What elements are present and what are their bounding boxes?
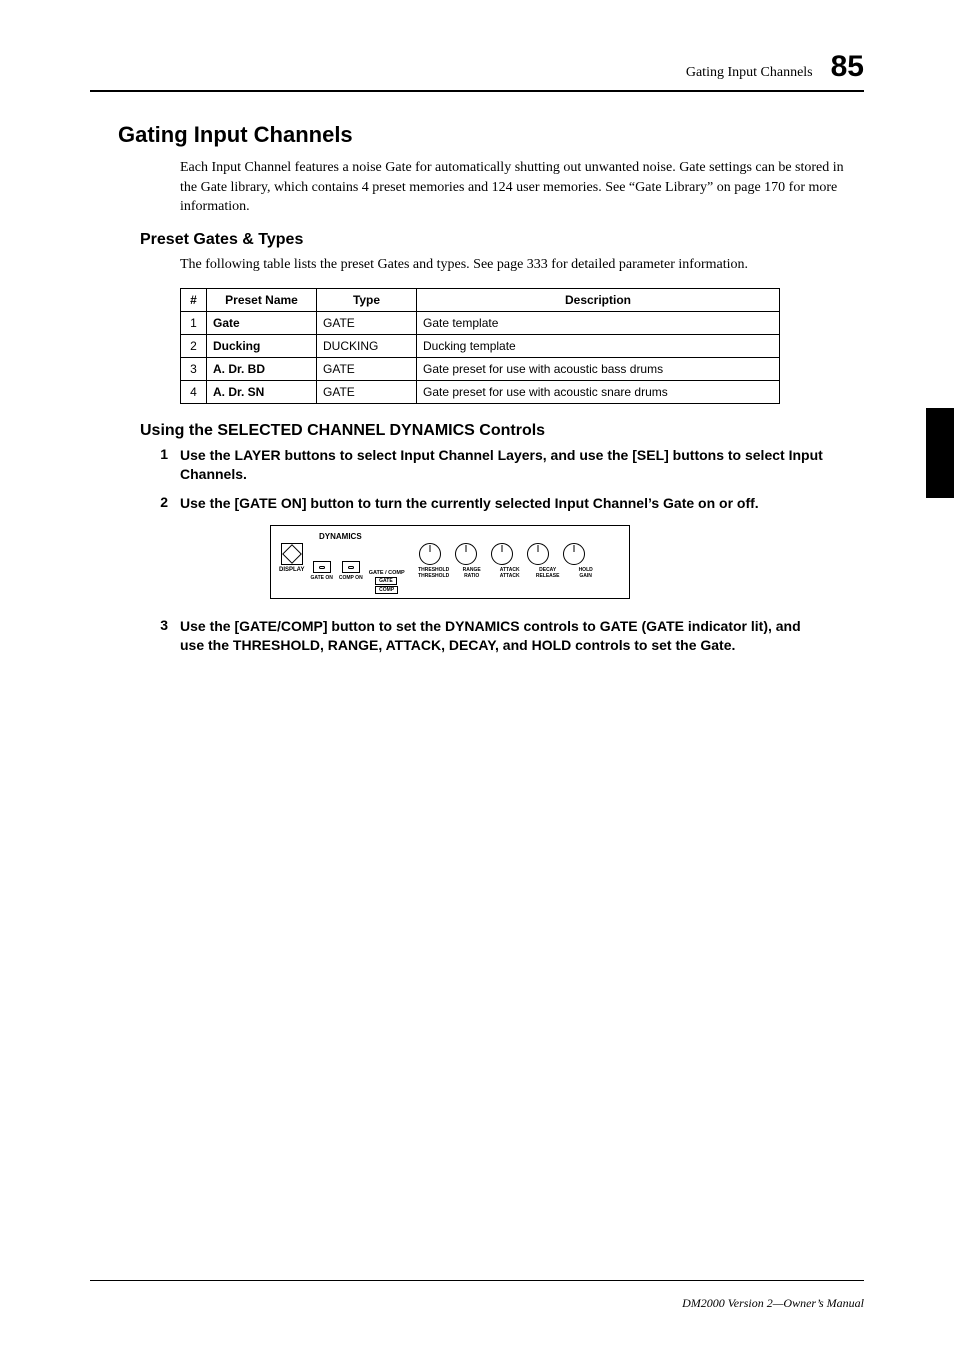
page: Gating Input Channels 85 Gating Input Ch… — [0, 0, 954, 1351]
cell-desc: Gate template — [417, 312, 780, 335]
panel-title: DYNAMICS — [319, 532, 621, 541]
step-number: 2 — [150, 494, 180, 513]
controls-heading: Using the SELECTED CHANNEL DYNAMICS Cont… — [140, 422, 864, 440]
cell-num: 4 — [181, 381, 207, 404]
display-button-icon — [281, 543, 303, 565]
comp-on-button-icon — [342, 561, 360, 573]
cell-num: 3 — [181, 358, 207, 381]
footer-text: DM2000 Version 2—Owner’s Manual — [682, 1296, 864, 1311]
cell-num: 1 — [181, 312, 207, 335]
step-3: 3 Use the [GATE/COMP] button to set the … — [150, 617, 864, 655]
parameter-knobs: THRESHOLD RANGE ATTACK DECAY HOLD THRESH… — [415, 543, 605, 579]
param-threshold2: THRESHOLD — [415, 573, 453, 579]
running-header: Gating Input Channels 85 — [90, 50, 864, 92]
param-release: RELEASE — [529, 573, 567, 579]
range-knob-icon — [455, 543, 477, 565]
cell-name: Gate — [207, 312, 317, 335]
preset-table: # Preset Name Type Description 1 Gate GA… — [180, 288, 780, 404]
table-row: 2 Ducking DUCKING Ducking template — [181, 335, 780, 358]
hold-knob-icon — [563, 543, 585, 565]
table-row: 4 A. Dr. SN GATE Gate preset for use wit… — [181, 381, 780, 404]
comp-on-label: COMP ON — [339, 575, 363, 581]
step-2: 2 Use the [GATE ON] button to turn the c… — [150, 494, 864, 513]
display-button-block: DISPLAY — [279, 543, 304, 573]
preset-heading: Preset Gates & Types — [140, 231, 864, 249]
cell-name: A. Dr. BD — [207, 358, 317, 381]
gate-on-button-block: GATE ON — [310, 561, 332, 581]
cell-name: A. Dr. SN — [207, 381, 317, 404]
page-title: Gating Input Channels — [118, 122, 864, 148]
cell-desc: Ducking template — [417, 335, 780, 358]
header-section-title: Gating Input Channels — [686, 65, 813, 81]
cell-desc: Gate preset for use with acoustic bass d… — [417, 358, 780, 381]
footer-rule — [90, 1280, 864, 1281]
comp-row-label: COMP — [375, 586, 398, 594]
dynamics-panel-figure: DYNAMICS DISPLAY GATE ON COMP ON GATE / … — [270, 525, 630, 599]
param-ratio: RATIO — [453, 573, 491, 579]
table-row: 1 Gate GATE Gate template — [181, 312, 780, 335]
threshold-knob-icon — [419, 543, 441, 565]
preset-paragraph: The following table lists the preset Gat… — [180, 255, 864, 275]
gate-comp-label: GATE / COMP — [369, 570, 405, 576]
gate-on-label: GATE ON — [310, 575, 332, 581]
gate-comp-block: GATE / COMP GATE COMP — [369, 547, 405, 594]
gate-on-button-icon — [313, 561, 331, 573]
step-number: 3 — [150, 617, 180, 655]
param-gain: GAIN — [567, 573, 605, 579]
page-number: 85 — [831, 50, 864, 84]
step-text: Use the [GATE ON] button to turn the cur… — [180, 494, 864, 513]
cell-num: 2 — [181, 335, 207, 358]
display-label: DISPLAY — [279, 567, 304, 573]
step-number: 1 — [150, 446, 180, 484]
step-text: Use the [GATE/COMP] button to set the DY… — [180, 617, 864, 655]
col-description: Description — [417, 289, 780, 312]
col-num: # — [181, 289, 207, 312]
gate-row-label: GATE — [375, 577, 397, 585]
cell-name: Ducking — [207, 335, 317, 358]
step-1: 1 Use the LAYER buttons to select Input … — [150, 446, 864, 484]
cell-type: GATE — [317, 312, 417, 335]
step-text: Use the LAYER buttons to select Input Ch… — [180, 446, 864, 484]
intro-paragraph: Each Input Channel features a noise Gate… — [180, 158, 864, 217]
col-type: Type — [317, 289, 417, 312]
table-row: 3 A. Dr. BD GATE Gate preset for use wit… — [181, 358, 780, 381]
chapter-tab — [926, 408, 954, 498]
comp-on-button-block: COMP ON — [339, 561, 363, 581]
param-attack2: ATTACK — [491, 573, 529, 579]
cell-type: GATE — [317, 358, 417, 381]
cell-type: GATE — [317, 381, 417, 404]
attack-knob-icon — [491, 543, 513, 565]
cell-desc: Gate preset for use with acoustic snare … — [417, 381, 780, 404]
table-header-row: # Preset Name Type Description — [181, 289, 780, 312]
col-preset-name: Preset Name — [207, 289, 317, 312]
gate-comp-box-icon — [374, 547, 400, 569]
decay-knob-icon — [527, 543, 549, 565]
cell-type: DUCKING — [317, 335, 417, 358]
